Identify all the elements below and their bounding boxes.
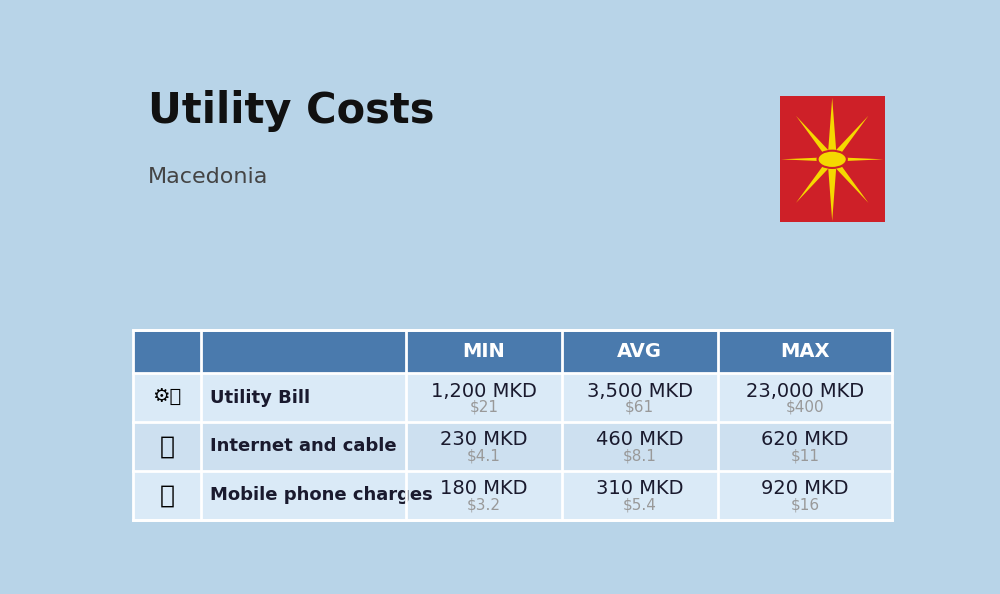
Polygon shape: [828, 159, 837, 221]
Text: Utility Costs: Utility Costs: [148, 90, 435, 132]
Text: 620 MKD: 620 MKD: [761, 431, 849, 450]
Text: MAX: MAX: [780, 342, 830, 361]
Polygon shape: [832, 157, 883, 162]
Text: Macedonia: Macedonia: [148, 168, 269, 187]
Polygon shape: [829, 116, 868, 161]
Text: 460 MKD: 460 MKD: [596, 431, 683, 450]
Text: 180 MKD: 180 MKD: [440, 479, 528, 498]
Text: Mobile phone charges: Mobile phone charges: [210, 486, 433, 504]
Text: MIN: MIN: [463, 342, 505, 361]
Text: $8.1: $8.1: [623, 448, 657, 463]
Polygon shape: [781, 157, 832, 162]
Circle shape: [818, 151, 847, 168]
FancyBboxPatch shape: [133, 330, 892, 373]
Text: 1,200 MKD: 1,200 MKD: [431, 382, 537, 401]
Text: $4.1: $4.1: [467, 448, 501, 463]
Text: 📡: 📡: [159, 434, 174, 459]
Text: Utility Bill: Utility Bill: [210, 388, 311, 406]
Text: 📱: 📱: [159, 483, 174, 507]
Text: 310 MKD: 310 MKD: [596, 479, 683, 498]
Text: $3.2: $3.2: [467, 497, 501, 513]
Text: ⚙🔌: ⚙🔌: [152, 388, 182, 407]
FancyBboxPatch shape: [133, 373, 892, 422]
Text: $16: $16: [790, 497, 819, 513]
Text: $11: $11: [790, 448, 819, 463]
FancyBboxPatch shape: [133, 470, 892, 520]
Text: AVG: AVG: [617, 342, 662, 361]
Polygon shape: [828, 97, 837, 159]
Text: $5.4: $5.4: [623, 497, 657, 513]
Text: 920 MKD: 920 MKD: [761, 479, 849, 498]
Polygon shape: [796, 116, 835, 161]
Text: 3,500 MKD: 3,500 MKD: [587, 382, 693, 401]
FancyBboxPatch shape: [133, 422, 892, 470]
Text: 23,000 MKD: 23,000 MKD: [746, 382, 864, 401]
Text: $21: $21: [470, 400, 499, 415]
Polygon shape: [796, 158, 835, 203]
Polygon shape: [829, 158, 868, 203]
Text: 230 MKD: 230 MKD: [440, 431, 528, 450]
Text: Internet and cable: Internet and cable: [210, 437, 397, 456]
FancyBboxPatch shape: [780, 96, 885, 222]
Text: $61: $61: [625, 400, 654, 415]
Text: $400: $400: [786, 400, 824, 415]
